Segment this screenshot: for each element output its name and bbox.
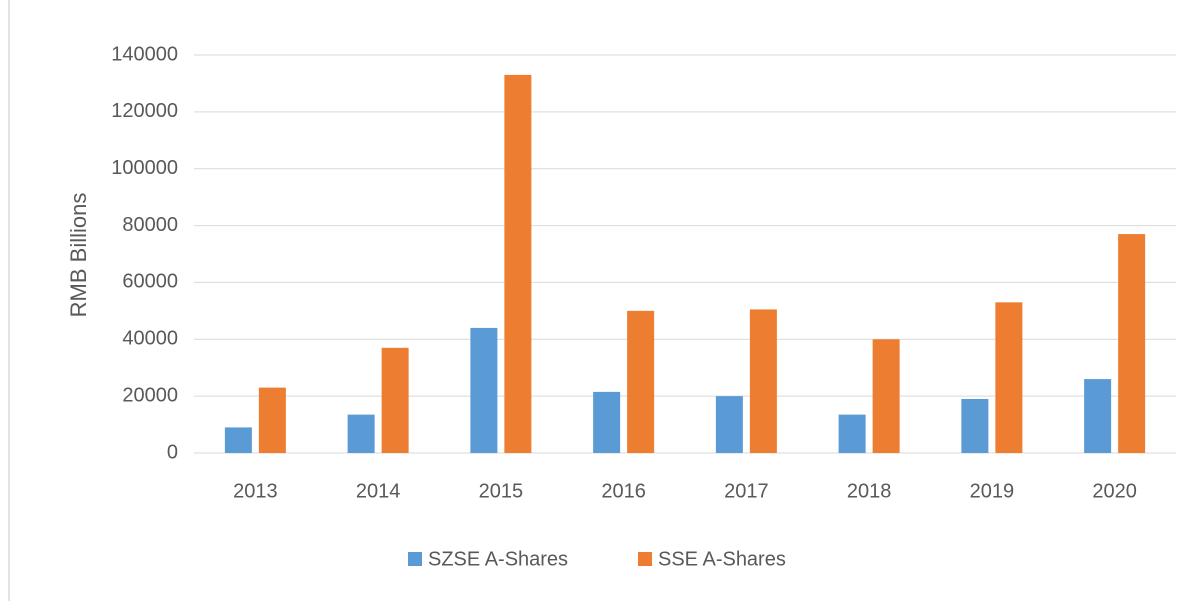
y-tick-label: 80000 <box>122 214 178 236</box>
bar <box>715 396 743 453</box>
bar <box>838 414 866 453</box>
bar <box>749 309 777 453</box>
legend-label: SSE A-Shares <box>658 548 786 570</box>
x-tick-label: 2019 <box>970 480 1015 502</box>
x-tick-label: 2018 <box>847 480 892 502</box>
bar <box>224 427 252 453</box>
bar <box>872 339 900 453</box>
legend-swatch <box>408 552 422 566</box>
bar <box>504 74 532 454</box>
y-tick-label: 140000 <box>111 43 178 65</box>
bar <box>961 398 989 453</box>
x-tick-label: 2015 <box>479 480 524 502</box>
y-tick-label: 0 <box>167 441 178 463</box>
bar <box>470 327 498 453</box>
y-tick-label: 20000 <box>122 384 178 406</box>
y-tick-label: 40000 <box>122 328 178 350</box>
bar <box>258 387 286 453</box>
x-tick-label: 2016 <box>601 480 646 502</box>
x-tick-label: 2020 <box>1092 480 1137 502</box>
bar <box>627 310 655 453</box>
y-tick-label: 100000 <box>111 157 178 179</box>
bar <box>995 302 1023 453</box>
bar <box>347 414 375 453</box>
bar <box>381 347 409 453</box>
y-tick-label: 120000 <box>111 100 178 122</box>
bar <box>593 391 621 453</box>
legend-label: SZSE A-Shares <box>428 548 568 570</box>
bar <box>1084 379 1112 453</box>
y-tick-label: 60000 <box>122 271 178 293</box>
x-tick-label: 2013 <box>233 480 278 502</box>
y-axis-label: RMB Billions <box>66 193 91 318</box>
bar <box>1118 234 1146 453</box>
x-tick-label: 2014 <box>356 480 401 502</box>
legend-swatch <box>638 552 652 566</box>
x-tick-label: 2017 <box>724 480 769 502</box>
